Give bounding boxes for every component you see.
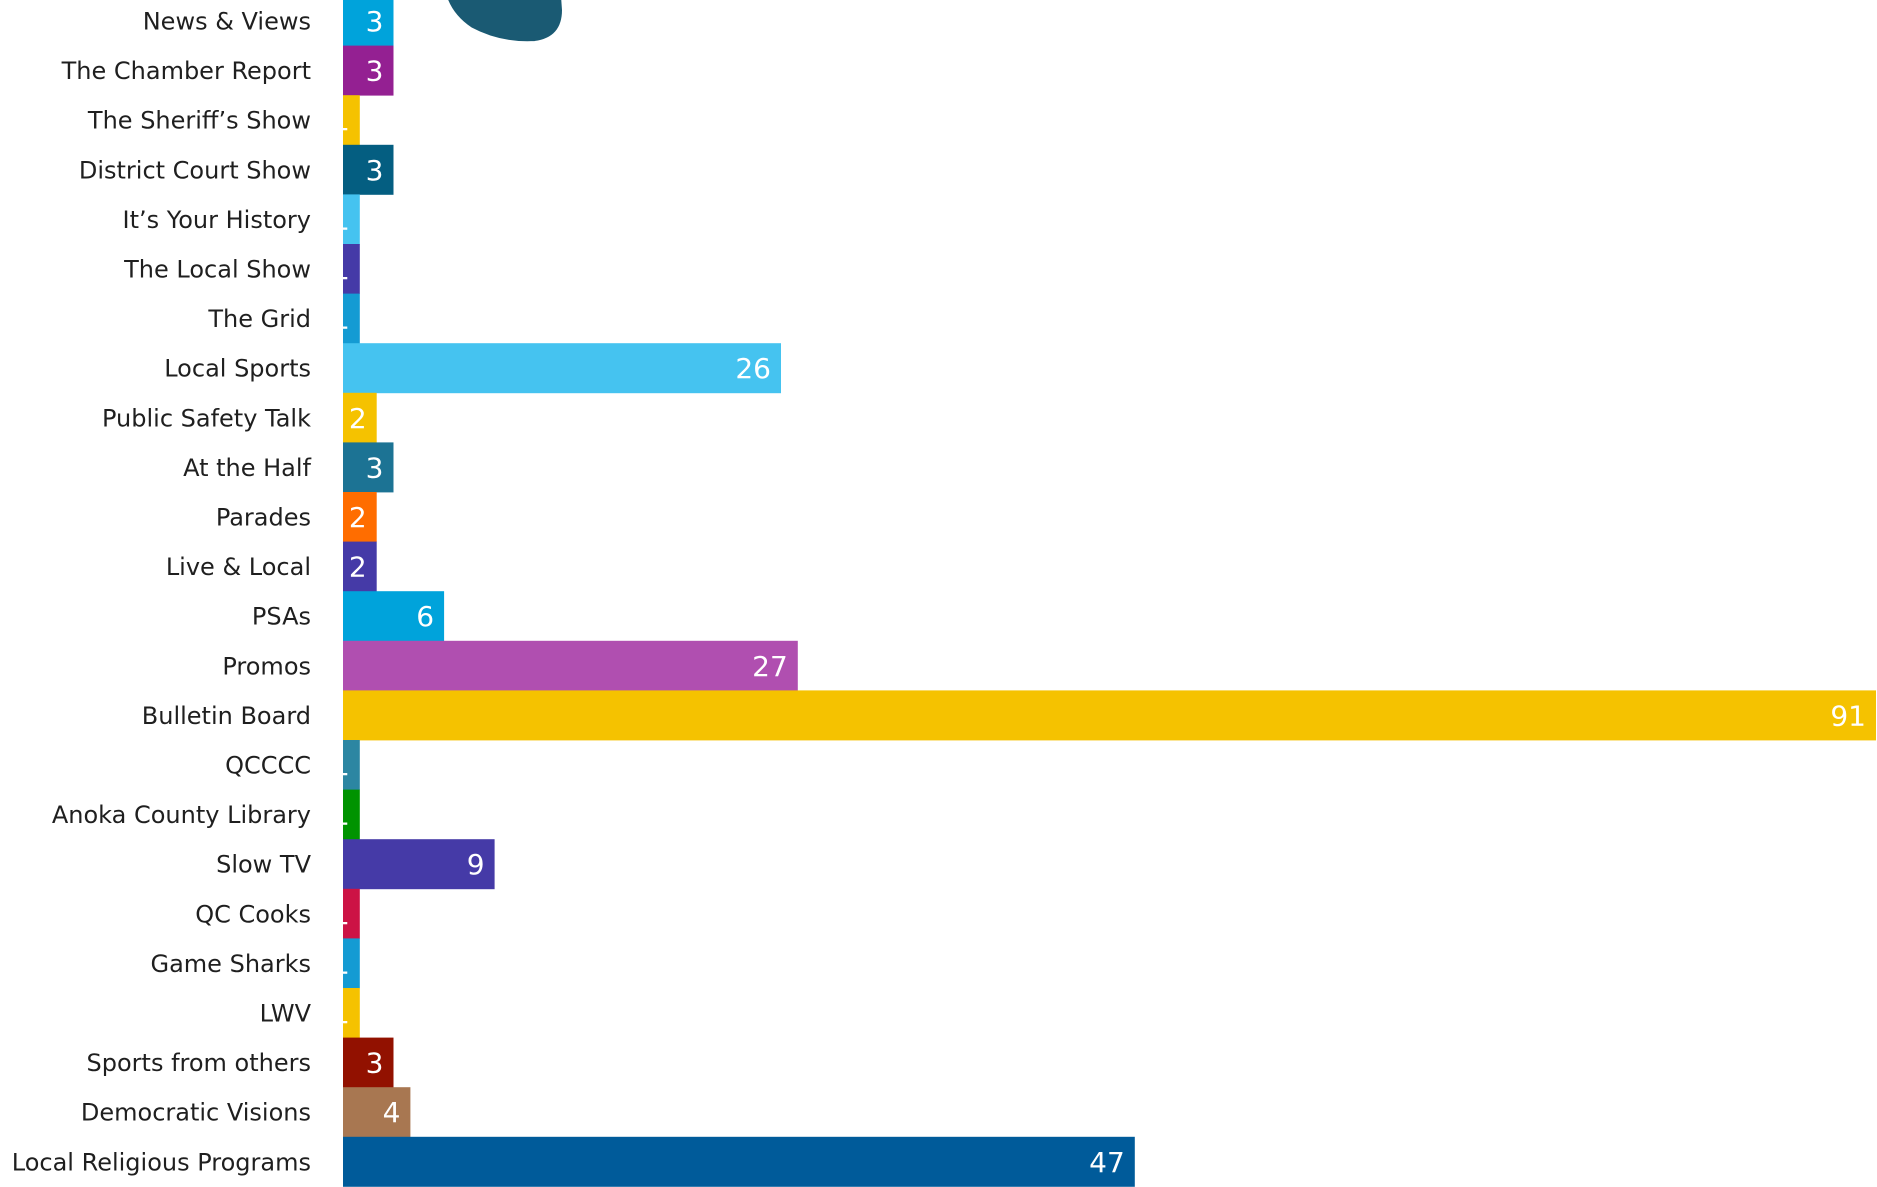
- value-label-slow-tv: 9: [467, 848, 485, 881]
- bar-promos: [343, 640, 798, 691]
- bar-anoka-county-library: [343, 789, 360, 840]
- value-label-lwv: 1: [332, 997, 350, 1030]
- value-label-qc-cooks: 1: [332, 898, 350, 931]
- category-label-anoka-county-library: Anoka County Library: [52, 801, 311, 829]
- bar-sports-from-others: [343, 1037, 394, 1088]
- value-label-local-religious-programs: 47: [1089, 1146, 1125, 1179]
- category-label-at-the-half: At the Half: [183, 454, 311, 482]
- bar-bulletin-board: [343, 690, 1876, 741]
- bar-qc-cooks: [343, 888, 360, 939]
- value-label-news-views: 3: [366, 5, 384, 38]
- bar-democratic-visions: [343, 1087, 411, 1138]
- bar-psas: [343, 591, 445, 642]
- category-label-sports-from-others: Sports from others: [87, 1049, 311, 1077]
- value-label-public-safety-talk: 2: [349, 402, 367, 435]
- bar-public-safety-talk: [343, 392, 377, 443]
- bar-qcccc: [343, 740, 360, 790]
- category-label-psas: PSAs: [252, 603, 311, 631]
- bar-game-sharks: [343, 938, 360, 989]
- value-label-sports-from-others: 3: [366, 1047, 384, 1080]
- bar-it-s-your-history: [343, 194, 360, 245]
- category-label-the-chamber-report: The Chamber Report: [61, 57, 311, 85]
- bar-district-court-show: [343, 144, 394, 195]
- bars-layer: [343, 0, 1876, 1187]
- value-label-game-sharks: 1: [332, 947, 350, 980]
- value-label-parades: 2: [349, 501, 367, 534]
- value-label-at-the-half: 3: [366, 451, 384, 484]
- category-label-qcccc: QCCCC: [225, 752, 311, 780]
- badge-shape: [441, 0, 569, 48]
- value-label-the-sheriff-s-show: 1: [332, 104, 350, 137]
- category-label-live-local: Live & Local: [166, 553, 311, 581]
- bar-local-religious-programs: [343, 1136, 1135, 1187]
- value-label-district-court-show: 3: [366, 154, 384, 187]
- category-label-the-local-show: The Local Show: [123, 256, 311, 284]
- category-label-democratic-visions: Democratic Visions: [81, 1099, 311, 1127]
- category-label-slow-tv: Slow TV: [216, 851, 312, 879]
- category-label-it-s-your-history: It’s Your History: [123, 206, 312, 234]
- bar-live-local: [343, 541, 377, 592]
- value-label-anoka-county-library: 1: [332, 799, 350, 832]
- bar-parades: [343, 492, 377, 542]
- value-label-the-local-show: 1: [332, 253, 350, 286]
- category-label-local-religious-programs: Local Religious Programs: [12, 1148, 311, 1176]
- bar-the-local-show: [343, 244, 360, 294]
- category-labels: News & Views The Chamber Report The Sherif…: [12, 8, 312, 1177]
- category-label-bulletin-board: Bulletin Board: [142, 702, 311, 730]
- bar-lwv: [343, 988, 360, 1038]
- bar-the-sheriff-s-show: [343, 95, 360, 146]
- bar-the-grid: [343, 293, 360, 344]
- value-label-qcccc: 1: [332, 749, 350, 782]
- bar-slow-tv: [343, 839, 495, 890]
- value-label-it-s-your-history: 1: [332, 203, 350, 236]
- bar-local-sports: [343, 343, 781, 394]
- category-label-promos: Promos: [222, 652, 311, 680]
- value-label-local-sports: 26: [735, 352, 771, 385]
- bar-news-views: [343, 0, 394, 46]
- bar-at-the-half: [343, 442, 394, 493]
- category-label-game-sharks: Game Sharks: [151, 950, 312, 978]
- category-label-public-safety-talk: Public Safety Talk: [102, 404, 311, 432]
- category-label-qc-cooks: QC Cooks: [195, 900, 311, 928]
- category-label-news-views: News & Views: [143, 8, 311, 36]
- decorative-badge: [441, 0, 569, 48]
- value-label-psas: 6: [416, 600, 434, 633]
- value-label-the-grid: 1: [332, 303, 350, 336]
- category-label-district-court-show: District Court Show: [79, 156, 311, 184]
- category-label-the-grid: The Grid: [207, 305, 311, 333]
- category-label-the-sheriff-s-show: The Sheriff’s Show: [87, 107, 311, 135]
- value-label-promos: 27: [752, 650, 788, 683]
- value-label-the-chamber-report: 3: [366, 55, 384, 88]
- value-label-democratic-visions: 4: [383, 1096, 401, 1129]
- category-label-lwv: LWV: [260, 1000, 312, 1028]
- category-label-local-sports: Local Sports: [164, 355, 311, 383]
- category-label-parades: Parades: [216, 504, 311, 532]
- value-label-live-local: 2: [349, 551, 367, 584]
- bar-the-chamber-report: [343, 45, 394, 96]
- value-label-bulletin-board: 91: [1830, 699, 1866, 732]
